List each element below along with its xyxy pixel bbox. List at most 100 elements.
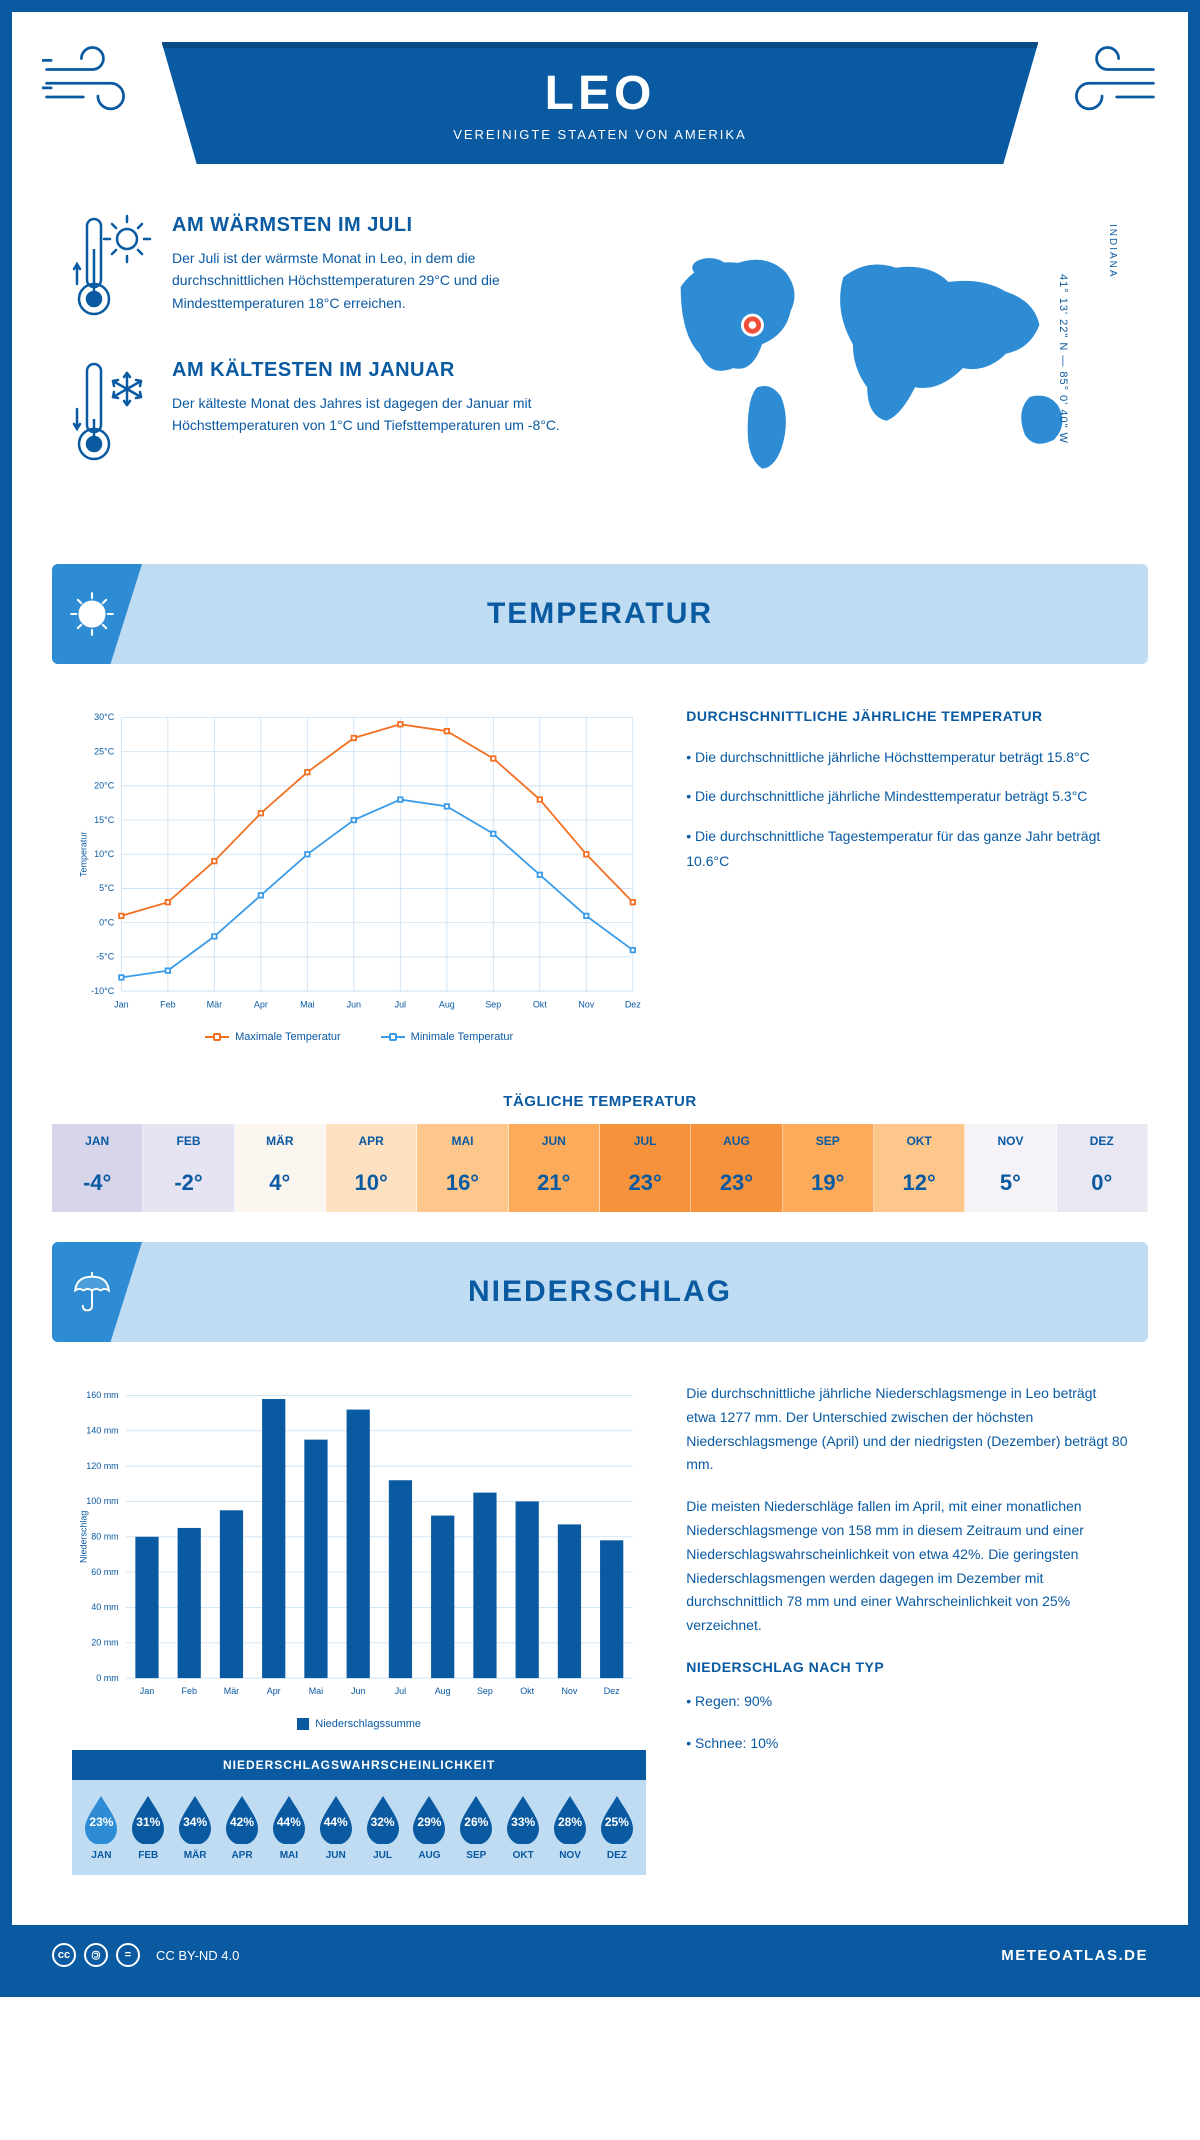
temperature-banner: TEMPERATUR [52,564,1148,664]
daily-temp-table: JAN-4° FEB-2° MÄR4° APR10° MAI16° JUN21°… [52,1124,1148,1212]
svg-text:25°C: 25°C [94,746,115,756]
fact-title: AM KÄLTESTEN IM JANUAR [172,359,585,382]
svg-text:Mär: Mär [224,1686,239,1696]
svg-text:0°C: 0°C [99,917,115,927]
prob-drop: 42% APR [219,1794,266,1861]
precip-by-type-item: • Schnee: 10% [686,1732,1128,1756]
daily-cell: NOV5° [965,1124,1056,1212]
fact-text: Der Juli ist der wärmste Monat in Leo, i… [172,247,585,314]
svg-text:Apr: Apr [254,999,268,1009]
legend-label: Niederschlagssumme [315,1718,421,1730]
svg-text:Mai: Mai [300,999,314,1009]
prob-drop: 31% FEB [125,1794,172,1861]
chart-legend: Niederschlagssumme [72,1718,646,1730]
by-icon: 🄯 [84,1943,108,1967]
svg-text:Nov: Nov [561,1686,577,1696]
summary-point: • Die durchschnittliche jährliche Mindes… [686,784,1128,809]
prob-drop: 23% JAN [78,1794,125,1861]
svg-text:100 mm: 100 mm [86,1496,118,1506]
svg-text:Apr: Apr [267,1686,281,1696]
svg-text:Jul: Jul [395,1686,406,1696]
svg-text:60 mm: 60 mm [91,1567,118,1577]
svg-text:Jun: Jun [347,999,361,1009]
svg-text:Sep: Sep [485,999,501,1009]
svg-text:Jul: Jul [395,999,406,1009]
prob-drop: 44% MAI [265,1794,312,1861]
license-text: CC BY-ND 4.0 [156,1948,239,1963]
legend-label: Minimale Temperatur [411,1031,514,1043]
intro-facts: AM WÄRMSTEN IM JULI Der Juli ist der wär… [72,214,585,504]
svg-text:Niederschlag: Niederschlag [78,1511,88,1563]
intro-section: AM WÄRMSTEN IM JULI Der Juli ist der wär… [12,164,1188,544]
daily-cell: AUG23° [691,1124,782,1212]
daily-temp-title: TÄGLICHE TEMPERATUR [12,1093,1188,1110]
daily-cell: SEP19° [783,1124,874,1212]
coordinates: 41° 13' 22" N — 85° 0' 40" W [1057,274,1069,444]
daily-cell: MAI16° [417,1124,508,1212]
svg-text:Sep: Sep [477,1686,493,1696]
svg-text:Jan: Jan [114,999,128,1009]
svg-text:5°C: 5°C [99,883,115,893]
page-subtitle: VEREINIGTE STAATEN VON AMERIKA [192,127,1009,142]
wind-icon [1048,42,1158,122]
infographic-page: LEO VEREINIGTE STAATEN VON AMERIKA AM WÄ… [0,0,1200,1997]
svg-text:Aug: Aug [435,1686,451,1696]
svg-text:Mai: Mai [309,1686,323,1696]
license: cc 🄯 = CC BY-ND 4.0 [52,1943,239,1967]
thermometer-snow-icon [72,359,152,474]
sun-icon [52,564,142,664]
precip-by-type-title: NIEDERSCHLAG NACH TYP [686,1656,1128,1680]
temperature-chart: -10°C-5°C0°C5°C10°C15°C20°C25°C30°CJanFe… [72,704,646,1043]
svg-text:80 mm: 80 mm [91,1532,118,1542]
chart-legend: Maximale Temperatur Minimale Temperatur [72,1031,646,1043]
precipitation-content: 0 mm20 mm40 mm60 mm80 mm100 mm120 mm140 … [12,1362,1188,1895]
svg-text:120 mm: 120 mm [86,1461,118,1471]
precipitation-text: Die durchschnittliche jährliche Niedersc… [686,1382,1128,1875]
summary-title: DURCHSCHNITTLICHE JÄHRLICHE TEMPERATUR [686,704,1128,729]
precipitation-chart: 0 mm20 mm40 mm60 mm80 mm100 mm120 mm140 … [72,1382,646,1705]
prob-drop: 44% JUN [312,1794,359,1861]
precip-by-type-item: • Regen: 90% [686,1690,1128,1714]
fact-warmest: AM WÄRMSTEN IM JULI Der Juli ist der wär… [72,214,585,329]
world-map-container: INDIANA 41° 13' 22" N — 85° 0' 40" W [615,214,1128,504]
section-title: TEMPERATUR [487,597,713,631]
prob-drop: 28% NOV [547,1794,594,1861]
svg-text:Nov: Nov [578,999,594,1009]
precip-paragraph: Die durchschnittliche jährliche Niedersc… [686,1382,1128,1477]
world-map-icon [652,239,1092,478]
nd-icon: = [116,1943,140,1967]
prob-drop: 34% MÄR [172,1794,219,1861]
prob-drop: 29% AUG [406,1794,453,1861]
svg-text:Okt: Okt [520,1686,534,1696]
precipitation-left: 0 mm20 mm40 mm60 mm80 mm100 mm120 mm140 … [72,1382,646,1875]
svg-text:Jan: Jan [140,1686,154,1696]
prob-drop: 32% JUL [359,1794,406,1861]
umbrella-icon [52,1242,142,1342]
svg-text:Feb: Feb [181,1686,196,1696]
svg-text:-5°C: -5°C [96,952,115,962]
svg-text:160 mm: 160 mm [86,1390,118,1400]
title-ribbon: LEO VEREINIGTE STAATEN VON AMERIKA [162,42,1039,164]
section-title: NIEDERSCHLAG [468,1275,732,1309]
precip-probability-box: NIEDERSCHLAGSWAHRSCHEINLICHKEIT 23% JAN … [72,1750,646,1875]
svg-text:Aug: Aug [439,999,455,1009]
svg-text:Temperatur: Temperatur [78,832,88,877]
footer: cc 🄯 = CC BY-ND 4.0 METEOATLAS.DE [12,1925,1188,1985]
precipitation-banner: NIEDERSCHLAG [52,1242,1148,1342]
prob-drop: 25% DEZ [593,1794,640,1861]
summary-point: • Die durchschnittliche jährliche Höchst… [686,745,1128,770]
legend-label: Maximale Temperatur [235,1031,341,1043]
svg-text:20 mm: 20 mm [91,1638,118,1648]
daily-cell: OKT12° [874,1124,965,1212]
cc-icon: cc [52,1943,76,1967]
fact-coldest: AM KÄLTESTEN IM JANUAR Der kälteste Mona… [72,359,585,474]
fact-title: AM WÄRMSTEN IM JULI [172,214,585,237]
temperature-summary: DURCHSCHNITTLICHE JÄHRLICHE TEMPERATUR •… [686,704,1128,1043]
daily-cell: JAN-4° [52,1124,143,1212]
region-label: INDIANA [1107,224,1118,279]
svg-text:15°C: 15°C [94,815,115,825]
daily-cell: MÄR4° [235,1124,326,1212]
daily-cell: JUN21° [509,1124,600,1212]
precip-paragraph: Die meisten Niederschläge fallen im Apri… [686,1495,1128,1638]
prob-title: NIEDERSCHLAGSWAHRSCHEINLICHKEIT [72,1750,646,1780]
